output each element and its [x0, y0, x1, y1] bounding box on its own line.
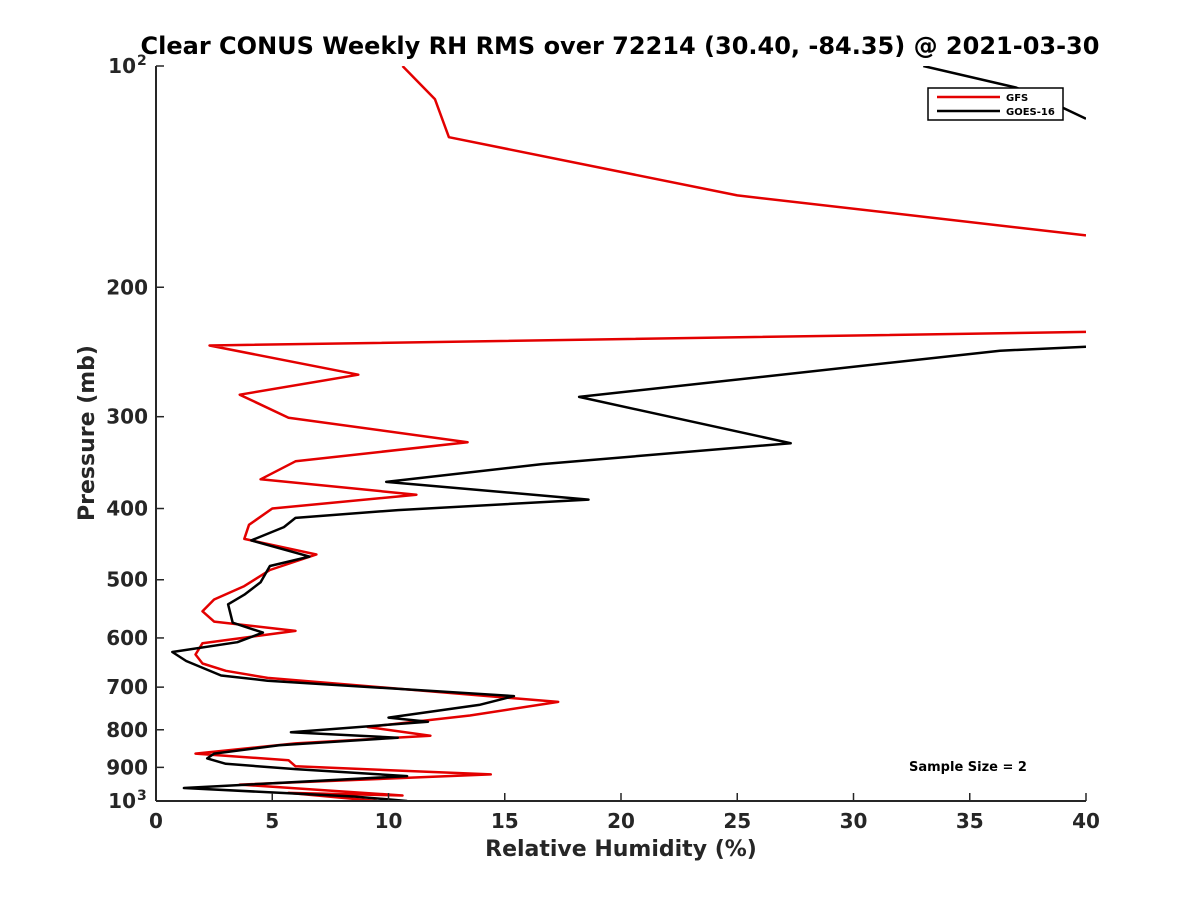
- y-tick-label: 600: [106, 626, 148, 650]
- x-axis-label: Relative Humidity (%): [485, 837, 757, 862]
- y-tick-label: 700: [106, 675, 148, 699]
- y-tick-exponent: 3: [137, 788, 147, 804]
- x-tick-label: 15: [491, 809, 519, 833]
- x-tick-label: 40: [1072, 809, 1100, 833]
- y-tick-label: 900: [106, 755, 148, 779]
- series-line-gfs-0: [401, 66, 1086, 237]
- legend-label-gfs: GFS: [1006, 93, 1028, 104]
- y-tick-label: 800: [106, 718, 148, 742]
- legend: GFS GOES-16: [927, 87, 1064, 121]
- x-tick-label: 35: [956, 809, 984, 833]
- x-tick-label: 25: [723, 809, 751, 833]
- y-tick-exponent: 2: [137, 53, 147, 69]
- series-line-goes16-1: [171, 345, 1086, 801]
- y-tick-label: 200: [106, 275, 148, 299]
- y-tick-label: 10: [108, 789, 136, 813]
- sample-size-annotation: Sample Size = 2: [909, 760, 1027, 775]
- legend-label-goes16: GOES-16: [1006, 107, 1055, 118]
- x-tick-label: 20: [607, 809, 635, 833]
- x-tick-label: 5: [265, 809, 279, 833]
- y-tick-label: 300: [106, 405, 148, 429]
- x-tick-label: 0: [149, 809, 163, 833]
- y-tick-label: 10: [108, 54, 136, 78]
- x-tick-label: 30: [840, 809, 868, 833]
- chart-title: Clear CONUS Weekly RH RMS over 72214 (30…: [141, 32, 1100, 60]
- y-axis-label: Pressure (mb): [75, 345, 100, 521]
- legend-box: [927, 87, 1064, 121]
- y-tick-label: 500: [106, 568, 148, 592]
- x-ticks: 0 5 10 15 20 25 30 35 40: [149, 793, 1100, 833]
- y-tick-label: 400: [106, 497, 148, 521]
- x-tick-label: 10: [375, 809, 403, 833]
- series-line-gfs-1: [194, 330, 1086, 801]
